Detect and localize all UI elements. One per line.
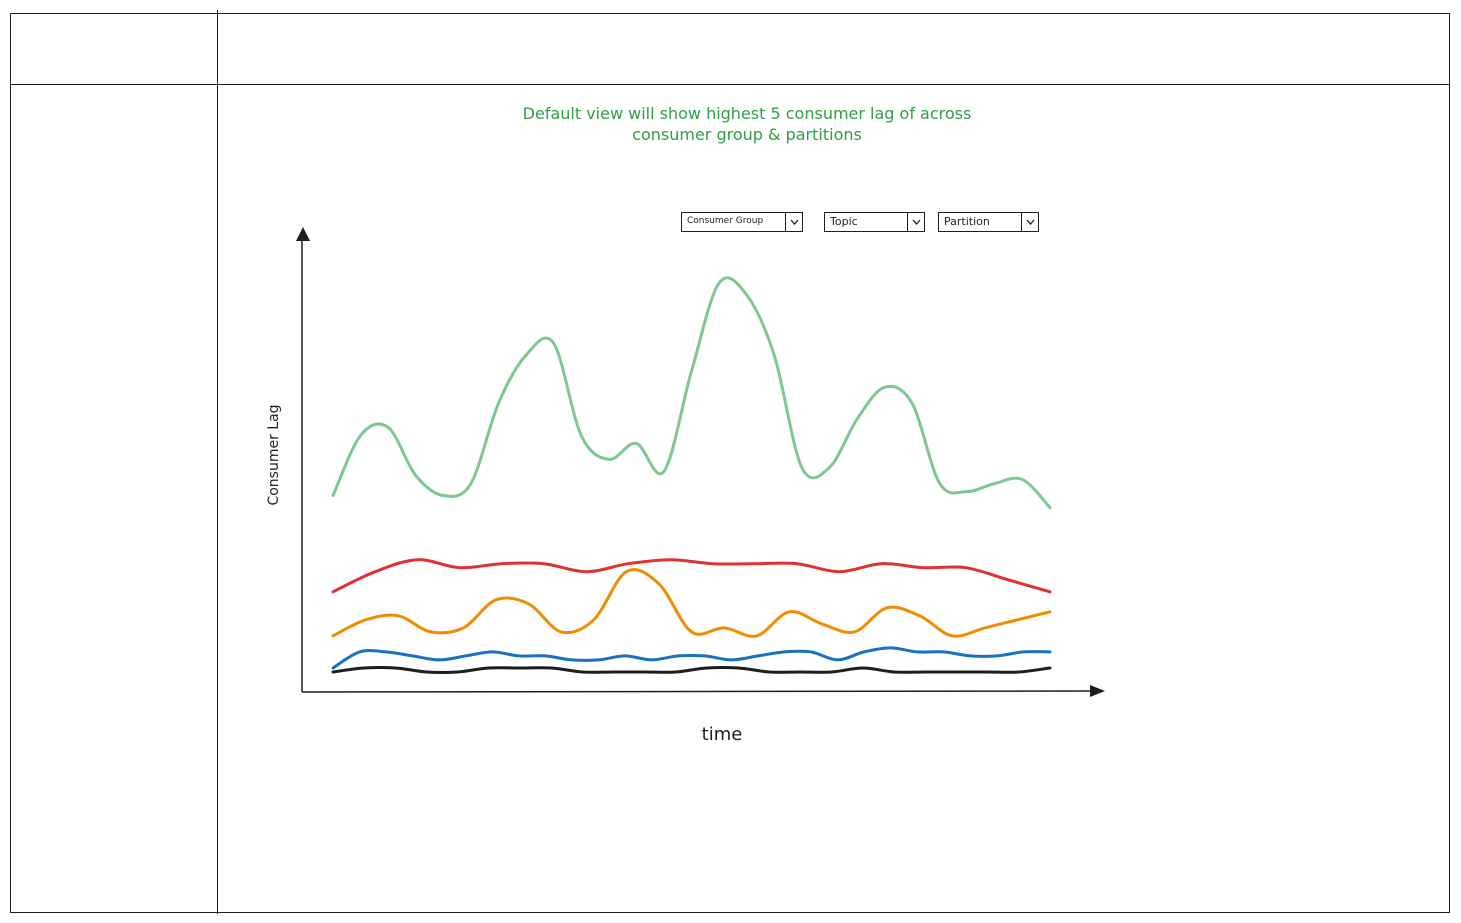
consumer-group-dropdown[interactable]: Consumer Group xyxy=(681,212,803,232)
default-view-note: Default view will show highest 5 consume… xyxy=(522,104,972,144)
x-axis-arrow xyxy=(1090,685,1105,697)
partition-dropdown-label: Partition xyxy=(944,215,990,228)
chevron-down-icon[interactable] xyxy=(907,213,924,231)
consumer-group-dropdown-label: Consumer Group xyxy=(687,216,764,226)
lag-series-line-5 xyxy=(331,665,1052,674)
y-axis-label: Consumer Lag xyxy=(266,404,282,506)
chart-axes xyxy=(296,227,1105,697)
sidebar-divider xyxy=(217,10,218,914)
lag-series-line-2 xyxy=(331,558,1052,594)
partition-dropdown[interactable]: Partition xyxy=(938,212,1039,232)
x-axis xyxy=(301,690,1094,693)
x-axis-label: time xyxy=(701,724,743,745)
topic-dropdown-label: Topic xyxy=(830,215,858,228)
chevron-down-icon[interactable] xyxy=(1021,213,1038,231)
header-divider xyxy=(10,84,1450,85)
lag-series-line-3 xyxy=(331,568,1052,638)
lag-series-line-4 xyxy=(331,646,1052,670)
wireframe-border xyxy=(10,13,1450,913)
topic-dropdown[interactable]: Topic xyxy=(824,212,925,232)
series-layer xyxy=(331,276,1052,674)
lag-series-line-1 xyxy=(331,276,1052,510)
y-axis-arrow xyxy=(296,227,310,241)
chevron-down-icon[interactable] xyxy=(785,213,802,231)
